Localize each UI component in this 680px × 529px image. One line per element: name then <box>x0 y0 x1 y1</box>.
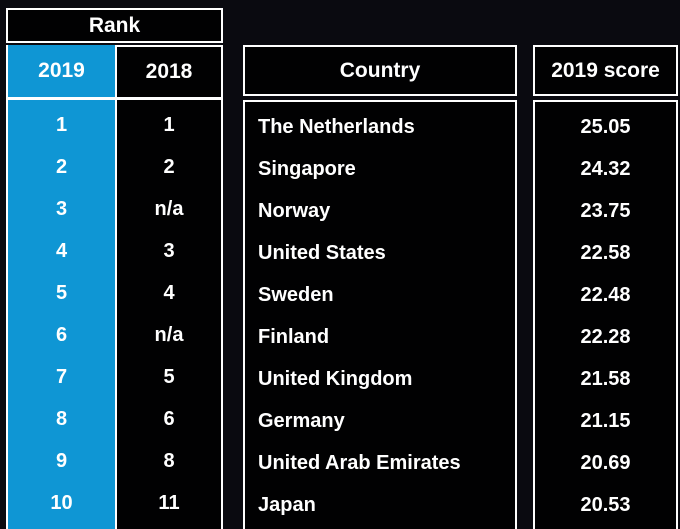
score-column-header: 2019 score <box>533 45 678 96</box>
country-cell: Japan <box>258 493 316 516</box>
rank-table-row: 3 n/a <box>8 188 221 230</box>
rank-table: 2019 2018 1 1 2 2 3 n/a 4 3 5 4 6 n/a 7 … <box>6 45 223 529</box>
rank-table-row: 1 1 <box>8 104 221 146</box>
score-cell: 24.32 <box>580 157 631 180</box>
rank-table-row: 7 5 <box>8 356 221 398</box>
column-header-2018: 2018 <box>115 45 221 97</box>
rank-2018-cell: 1 <box>163 113 175 136</box>
rank-group-title: Rank <box>88 13 141 37</box>
rank-column-divider <box>115 100 117 529</box>
rank-2018-cell: 5 <box>163 365 175 388</box>
rank-table-row: 8 6 <box>8 398 221 440</box>
rank-rows: 1 1 2 2 3 n/a 4 3 5 4 6 n/a 7 5 8 6 9 8 … <box>8 100 221 524</box>
rank-2019-cell: 3 <box>55 197 68 220</box>
rank-2019-cell: 7 <box>55 365 68 388</box>
country-cell: Norway <box>258 199 331 222</box>
country-cell: Germany <box>258 409 345 432</box>
rank-2018-cell: 2 <box>163 155 175 178</box>
country-column-header-label: Country <box>339 58 421 82</box>
rank-2019-cell: 2 <box>55 155 68 178</box>
rank-table-body: 1 1 2 2 3 n/a 4 3 5 4 6 n/a 7 5 8 6 9 8 … <box>8 100 221 529</box>
rank-2018-cell: n/a <box>154 323 184 346</box>
rank-table-row: 4 3 <box>8 230 221 272</box>
country-cell: Finland <box>258 325 330 348</box>
rank-table-row: 9 8 <box>8 440 221 482</box>
rank-2019-cell: 5 <box>55 281 68 304</box>
rank-2019-cell: 4 <box>55 239 68 262</box>
country-cell: The Netherlands <box>258 115 415 138</box>
rank-table-header-row: 2019 2018 <box>8 45 221 100</box>
country-column-header: Country <box>243 45 517 96</box>
score-cell: 20.53 <box>580 493 631 516</box>
country-cell: United Kingdom <box>258 367 413 390</box>
score-cell: 22.28 <box>580 325 631 348</box>
rank-2019-cell: 10 <box>50 491 73 514</box>
score-column-body: 25.05 24.32 23.75 22.58 22.48 22.28 21.5… <box>533 100 678 529</box>
score-column-header-label: 2019 score <box>551 58 660 82</box>
rank-2019-highlight-strip <box>8 100 115 529</box>
country-cell: United Arab Emirates <box>258 451 461 474</box>
column-header-2018-label: 2018 <box>145 60 193 83</box>
rank-2018-cell: 11 <box>158 491 180 514</box>
rank-2018-cell: n/a <box>154 197 184 220</box>
country-column-body: The Netherlands Singapore Norway United … <box>243 100 517 529</box>
rank-2019-cell: 8 <box>55 407 68 430</box>
rank-2019-cell: 9 <box>55 449 68 472</box>
column-header-2019: 2019 <box>8 45 115 97</box>
score-cell: 23.75 <box>580 199 631 222</box>
country-cell: United States <box>258 241 386 264</box>
column-header-2019-label: 2019 <box>38 59 85 82</box>
score-cell: 22.48 <box>580 283 631 306</box>
score-cell: 20.69 <box>580 451 631 474</box>
rank-2019-cell: 6 <box>55 323 68 346</box>
score-cell: 21.15 <box>580 409 631 432</box>
country-cell: Sweden <box>258 283 334 306</box>
score-cell: 22.58 <box>580 241 631 264</box>
rank-table-row: 2 2 <box>8 146 221 188</box>
rank-2018-cell: 8 <box>163 449 175 472</box>
rank-table-row: 6 n/a <box>8 314 221 356</box>
rank-2018-cell: 6 <box>163 407 175 430</box>
score-cell: 25.05 <box>580 115 631 138</box>
rank-table-row: 10 11 <box>8 482 221 524</box>
score-cell: 21.58 <box>580 367 631 390</box>
rank-2019-cell: 1 <box>55 113 68 136</box>
country-cell: Singapore <box>258 157 356 180</box>
rank-2018-cell: 3 <box>163 239 175 262</box>
rank-group-header: Rank <box>6 8 223 43</box>
rank-2018-cell: 4 <box>163 281 175 304</box>
rank-table-row: 5 4 <box>8 272 221 314</box>
